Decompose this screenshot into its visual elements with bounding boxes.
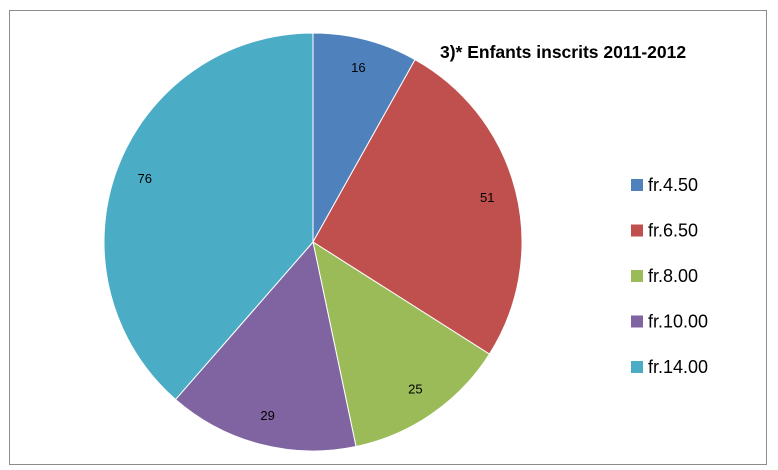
legend-label-fr.4.50: fr.4.50 <box>648 175 698 195</box>
legend-swatch-fr.14.00 <box>631 361 643 373</box>
legend-swatch-fr.4.50 <box>631 179 643 191</box>
legend-swatch-fr.8.00 <box>631 270 643 282</box>
legend-swatch-fr.6.50 <box>631 224 643 237</box>
legend-swatch-fr.10.00 <box>631 315 643 328</box>
pie-slice-fr.10.00 <box>174 240 357 452</box>
legend-label-fr.10.00: fr.10.00 <box>648 312 708 332</box>
data-label-fr.14.00: 76 <box>137 171 151 186</box>
pie-slice-fr.8.00 <box>312 240 491 448</box>
pie-slice-fr.6.50 <box>312 58 523 355</box>
pie-slice-fr.14.00 <box>103 32 314 401</box>
data-labels: 16 51 25 29 76 <box>137 60 494 423</box>
pie-slice-fr.4.50 <box>312 32 416 244</box>
legend-label-fr.8.00: fr.8.00 <box>648 266 698 286</box>
data-label-fr.8.00: 25 <box>408 382 422 397</box>
data-label-fr.6.50: 51 <box>480 190 494 205</box>
legend-label-fr.6.50: fr.6.50 <box>648 221 698 241</box>
legend-label-fr.14.00: fr.14.00 <box>648 357 708 377</box>
pie-slices <box>103 32 523 452</box>
legend: fr.4.50 fr.6.50 fr.8.00 fr.10.00 fr.14.00 <box>631 175 708 377</box>
data-label-fr.10.00: 29 <box>260 408 274 423</box>
data-label-fr.4.50: 16 <box>351 60 365 75</box>
chart-title: 3)* Enfants inscrits 2011-2012 <box>440 42 687 62</box>
